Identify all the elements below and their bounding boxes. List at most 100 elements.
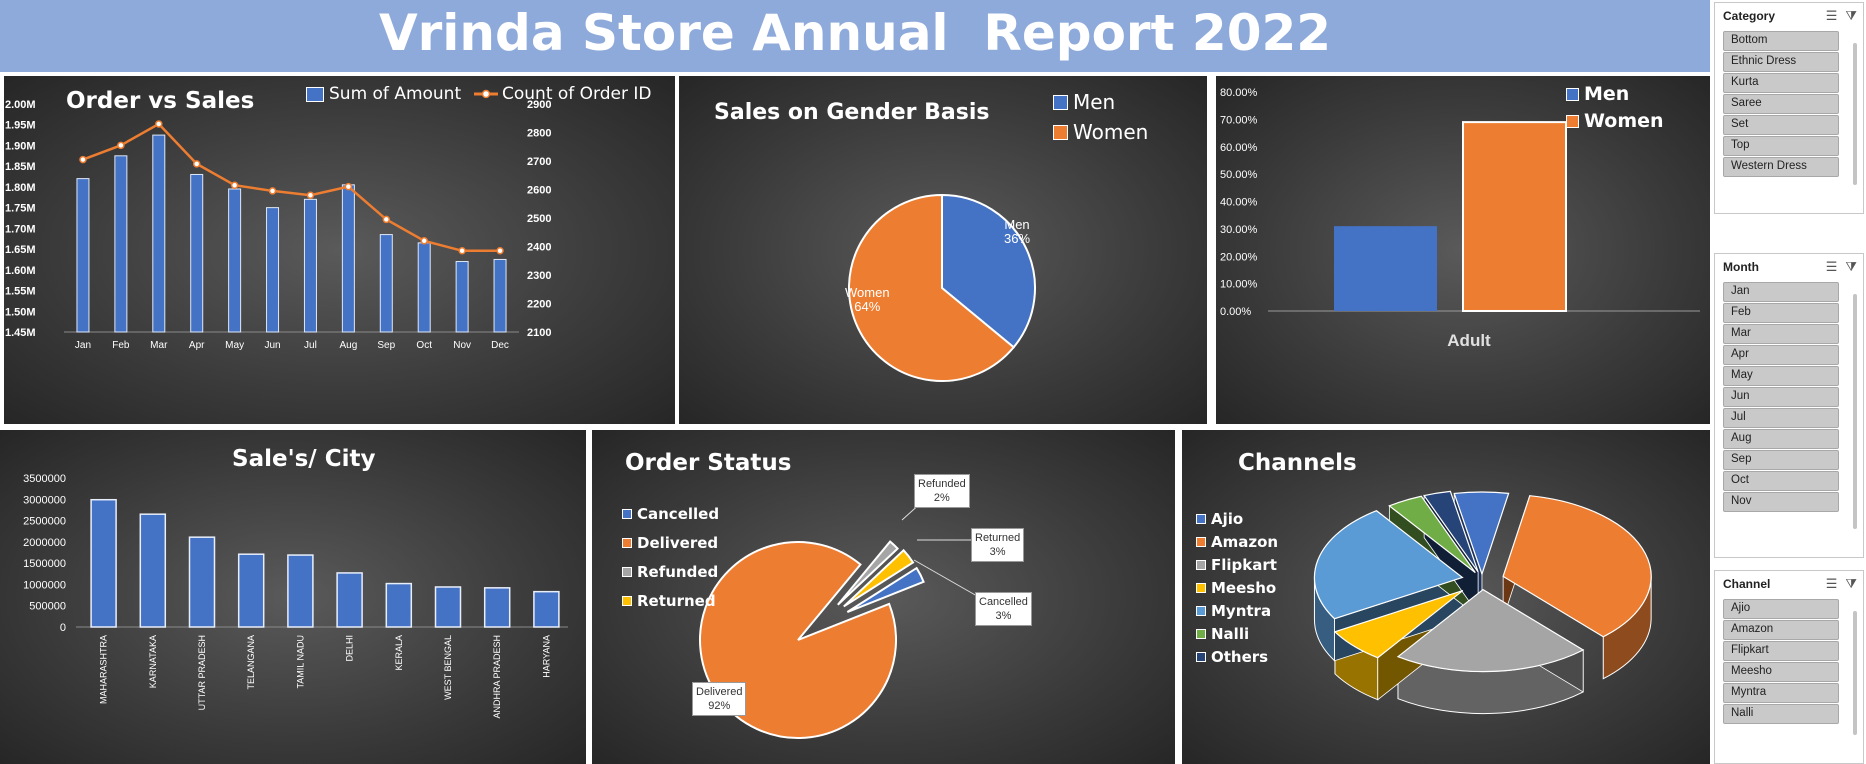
slicer-channel[interactable]: Channel ☰ ⧩ Ajio Amazon Flipkart Meesho Myntra N… — [1714, 570, 1864, 764]
legend-label: Flipkart — [1211, 556, 1277, 574]
x-tick-label: Dec — [491, 340, 509, 351]
gender-pie-plot — [848, 193, 1036, 382]
bar-sum-of-amount — [455, 261, 469, 333]
slicer-item-saree[interactable]: Saree — [1723, 94, 1839, 114]
legend-swatch — [1196, 537, 1206, 547]
legend-swatch — [622, 509, 632, 519]
slicer-item-amazon[interactable]: Amazon — [1723, 620, 1839, 640]
slicer-category[interactable]: Category ☰ ⧩ Bottom Ethnic Dress Kurta Saree Se… — [1714, 2, 1864, 214]
legend-sum-of-amount: Sum of Amount — [306, 84, 461, 104]
line-point — [117, 141, 125, 150]
legend-ajio: Ajio — [1196, 510, 1243, 528]
legend-swatch — [622, 596, 632, 606]
data-label-delivered: Delivered 92% — [692, 682, 747, 716]
data-label-pct: 36% — [1004, 231, 1031, 246]
slicer-item-apr[interactable]: Apr — [1723, 345, 1839, 365]
y-tick-label: 1000000 — [23, 579, 66, 591]
data-label-name: Cancelled — [979, 596, 1028, 608]
slicer-item-ajio[interactable]: Ajio — [1723, 599, 1839, 619]
slicer-item-nov[interactable]: Nov — [1723, 492, 1839, 512]
slicer-item-nalli[interactable]: Nalli — [1723, 704, 1839, 724]
bar-city — [237, 553, 265, 628]
channels-chart: Channels Ajio Amazon Flipkart Meesho Myntra N… — [1182, 430, 1710, 764]
slicer-title: Month — [1723, 260, 1759, 274]
slicer-item-western-dress[interactable]: Western Dress — [1723, 157, 1839, 177]
x-tick-label: Aug — [339, 340, 357, 351]
legend-flipkart: Flipkart — [1196, 556, 1277, 574]
y-right-tick-label: 2500 — [527, 213, 551, 225]
chart-title: Sales on Gender Basis — [714, 100, 990, 125]
legend-swatch — [1196, 629, 1206, 639]
slicer-item-mar[interactable]: Mar — [1723, 324, 1839, 344]
y-right-tick-label: 2900 — [527, 99, 551, 111]
y-left-tick-label: 1.60M — [5, 265, 36, 277]
y-right-tick-label: 2200 — [527, 299, 551, 311]
y-tick-label: 50.00% — [1220, 169, 1258, 181]
y-tick-label: 70.00% — [1220, 114, 1258, 126]
multi-select-icon[interactable]: ☰ — [1825, 259, 1838, 274]
slicer-item-bottom[interactable]: Bottom — [1723, 31, 1839, 51]
clear-filter-icon[interactable]: ⧩ — [1845, 576, 1857, 591]
pie-slice-returned — [843, 548, 915, 608]
slicer-item-oct[interactable]: Oct — [1723, 471, 1839, 491]
slicer-scrollbar[interactable] — [1853, 294, 1857, 529]
bar-city — [434, 586, 462, 628]
slicer-item-meesho[interactable]: Meesho — [1723, 662, 1839, 682]
slicer-item-jul[interactable]: Jul — [1723, 408, 1839, 428]
legend-meesho: Meesho — [1196, 579, 1276, 597]
legend-swatch-bar — [306, 86, 324, 102]
clear-filter-icon[interactable]: ⧩ — [1845, 259, 1857, 274]
x-tick-label: TELANGANA — [246, 635, 256, 690]
slicer-item-kurta[interactable]: Kurta — [1723, 73, 1839, 93]
data-label-name: Women — [845, 285, 890, 300]
slicer-toolbar: ☰ ⧩ — [1826, 8, 1857, 24]
y-tick-label: 2500000 — [23, 516, 66, 528]
legend-nalli: Nalli — [1196, 625, 1249, 643]
line-point — [344, 182, 353, 191]
leader-line — [913, 559, 978, 597]
slicer-item-aug[interactable]: Aug — [1723, 429, 1839, 449]
y-left-tick-label: 1.85M — [5, 161, 36, 173]
data-label-pct: 3% — [995, 610, 1012, 622]
legend-swatch — [1053, 124, 1068, 140]
legend-women: Women — [1566, 110, 1664, 132]
slicer-item-ethnic-dress[interactable]: Ethnic Dress — [1723, 52, 1839, 72]
y-tick-label: 80.00% — [1220, 87, 1258, 99]
multi-select-icon[interactable]: ☰ — [1825, 8, 1838, 23]
y-left-tick-label: 1.45M — [5, 327, 36, 339]
legend-label: Cancelled — [637, 505, 720, 523]
x-tick-label: Sep — [377, 340, 395, 351]
legend-men: Men — [1053, 90, 1115, 114]
pie-slice-meesho — [1333, 589, 1464, 659]
y-left-tick-label: 1.90M — [5, 140, 36, 152]
legend-label: Women — [1584, 110, 1664, 132]
slicer-item-feb[interactable]: Feb — [1723, 303, 1839, 323]
slicer-item-myntra[interactable]: Myntra — [1723, 683, 1839, 703]
clear-filter-icon[interactable]: ⧩ — [1845, 8, 1857, 23]
slicer-scrollbar[interactable] — [1853, 611, 1857, 735]
y-left-tick-label: 1.80M — [5, 182, 36, 194]
x-tick-label: TAMIL NADU — [295, 635, 305, 689]
x-tick-label: KARNATAKA — [148, 635, 158, 688]
slicer-item-flipkart[interactable]: Flipkart — [1723, 641, 1839, 661]
slicer-scrollbar[interactable] — [1853, 43, 1857, 185]
slicer-item-jun[interactable]: Jun — [1723, 387, 1839, 407]
slicer-toolbar: ☰ ⧩ — [1826, 576, 1857, 592]
slicer-item-may[interactable]: May — [1723, 366, 1839, 386]
data-label-women: Women 64% — [842, 284, 893, 316]
line-point — [155, 120, 163, 128]
slicer-item-jan[interactable]: Jan — [1723, 282, 1839, 302]
y-right-tick-label: 2800 — [527, 128, 551, 140]
y-right-tick-label: 2400 — [527, 242, 551, 254]
bar-sum-of-amount — [303, 198, 317, 333]
legend-swatch — [1196, 560, 1206, 570]
slicer-month[interactable]: Month ☰ ⧩ Jan Feb Mar Apr May Jun Jul Aug Sep Oct Nov — [1714, 253, 1864, 558]
pie-slice-refunded — [837, 540, 900, 606]
slicer-item-set[interactable]: Set — [1723, 115, 1839, 135]
slicer-item-top[interactable]: Top — [1723, 136, 1839, 156]
y-tick-label: 3000000 — [23, 494, 66, 506]
title-banner: Vrinda Store Annual Report 2022 — [0, 0, 1710, 72]
bar-city — [139, 513, 167, 628]
slicer-item-sep[interactable]: Sep — [1723, 450, 1839, 470]
multi-select-icon[interactable]: ☰ — [1825, 576, 1838, 591]
